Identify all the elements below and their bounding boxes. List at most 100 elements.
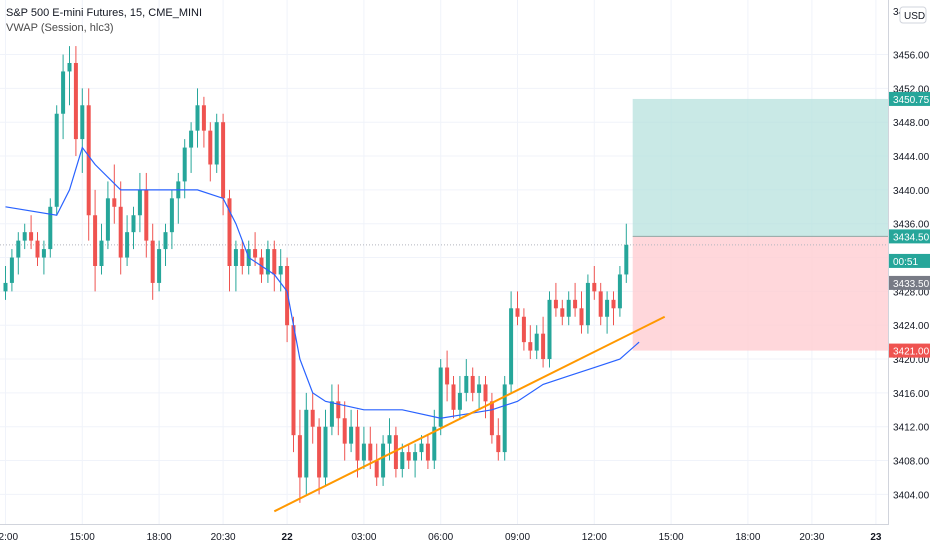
candle-up [329,401,334,427]
countdown-label: 00:51 [893,257,918,268]
x-tick-label: 15:00 [659,532,684,543]
candle-down [541,333,546,360]
candle-down [291,325,296,436]
candle-up [182,147,187,182]
currency-label: USD [904,11,925,22]
candle-up [80,105,85,140]
x-tick-label: 20:30 [211,532,236,543]
candle-down [355,426,360,461]
candle-up [432,426,437,461]
candle-up [3,282,8,292]
x-tick-label: 12:00 [0,532,18,543]
candle-down [445,367,450,385]
time-axis-background [0,524,888,550]
candle-up [605,299,610,317]
candle-up [624,244,629,275]
x-tick-label: 09:00 [505,532,530,543]
candle-up [125,232,130,258]
candle-up [157,249,162,283]
candle-down [317,426,322,478]
candle-up [502,384,507,453]
candle-down [489,401,494,436]
stop-price-label-background [889,343,930,358]
x-tick-label: 06:00 [428,532,453,543]
candle-up [54,113,59,207]
candle-up [509,308,514,385]
candle-up [477,384,482,393]
currency-badge [899,6,927,24]
candle-up [265,249,270,275]
y-tick-label: 3452.00 [893,84,930,95]
candle-down [144,189,149,241]
y-tick-label: 3404.00 [893,490,930,501]
candle-down [592,282,597,292]
price-axis-background [888,0,932,550]
candle-down [451,384,456,410]
last-price-label: 3433.50 [893,279,930,290]
candle-up [419,443,424,453]
stop-zone [632,236,932,351]
candle-down [118,206,123,258]
candle-down [297,435,302,478]
candle-up [304,409,309,478]
indicator-label: VWAP (Session, hlc3) [6,22,114,34]
target-zone [632,98,932,237]
entry-price-label: 3434.50 [893,232,930,243]
candle-up [361,443,366,461]
candle-down [374,460,379,478]
candle-up [163,232,168,250]
candle-down [393,435,398,470]
candle-down [553,299,558,309]
candle-up [61,71,66,114]
entry-price-label-background [889,229,930,244]
candle-down [201,105,206,131]
candle-up [105,198,110,241]
candle-up [464,375,469,393]
candle-up [349,426,354,444]
symbol-title: S&P 500 E-mini Futures, 15, CME_MINI [6,7,203,19]
y-tick-label: 3448.00 [893,118,930,129]
y-tick-label: 3444.00 [893,152,930,163]
chart-legend: S&P 500 E-mini Futures, 15, CME_MINI VWA… [6,6,202,36]
last-price-label-background [889,275,930,290]
candle-up [169,198,174,233]
candle-down [336,401,341,419]
candle-up [214,122,219,165]
candle-up [22,232,27,241]
candle-up [323,426,328,478]
candle-up [457,392,462,410]
candle-down [73,62,78,140]
x-tick-label: 22 [282,532,294,543]
y-tick-label: 3428.00 [893,287,930,298]
y-tick-label: 3440.00 [893,186,930,197]
candle-down [93,215,98,266]
candle-up [67,62,72,72]
candle-up [400,452,405,470]
candle-down [342,418,347,444]
candle-down [496,435,501,453]
candle-up [195,105,200,131]
candle-down [86,105,91,216]
x-tick-label: 12:00 [582,532,607,543]
candle-down [208,130,213,165]
candle-up [16,240,21,258]
candle-down [227,198,232,266]
stop-price-label: 3421.00 [893,347,930,358]
candle-up [438,367,443,427]
candle-up [41,249,46,258]
candle-down [515,308,520,317]
candle-up [387,435,392,444]
candle-up [585,282,590,326]
x-tick-label: 18:00 [147,532,172,543]
candle-down [406,452,411,461]
candle-up [547,299,552,360]
candle-down [368,443,373,461]
y-tick-label: 3420.00 [893,355,930,366]
candle-down [598,291,603,317]
candle-up [189,130,194,148]
x-tick-label: 15:00 [70,532,95,543]
candle-up [617,274,622,309]
candle-up [131,215,136,233]
